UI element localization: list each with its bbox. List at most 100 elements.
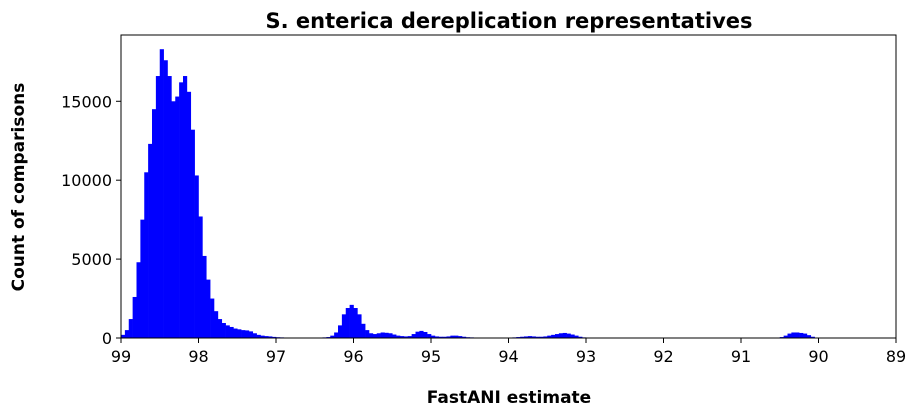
histogram-bar: [454, 335, 459, 338]
histogram-bar: [338, 325, 343, 338]
histogram-bar: [256, 334, 261, 338]
histogram-bar: [241, 330, 246, 338]
histogram-bar: [330, 335, 335, 338]
histogram-bar: [194, 175, 199, 338]
histogram-bar: [400, 336, 405, 338]
histogram-bar: [128, 319, 133, 338]
histogram-bar: [237, 329, 242, 338]
histogram-bar: [535, 336, 540, 338]
histogram-bar: [574, 335, 579, 338]
histogram-bar: [527, 336, 533, 338]
histogram-bar: [403, 336, 409, 338]
histogram-bar: [396, 335, 401, 338]
y-axis-ticks: 0 5000 10000 15000: [61, 92, 121, 348]
histogram-bar: [450, 335, 455, 338]
x-tick-label: 91: [731, 347, 751, 366]
histogram-bar: [419, 330, 424, 338]
histogram-bar: [531, 336, 536, 338]
histogram-bar: [163, 60, 168, 338]
histogram-bar: [152, 109, 157, 338]
histogram-bar: [795, 332, 800, 338]
histogram-bar: [334, 332, 339, 338]
bars-group: [121, 49, 819, 338]
histogram-bar: [423, 332, 428, 338]
histogram-bar: [558, 333, 564, 338]
histogram-bar: [202, 255, 207, 338]
histogram-bar: [791, 332, 796, 338]
histogram-bar: [438, 336, 443, 338]
histogram-bar: [431, 335, 436, 338]
histogram-bar: [462, 336, 467, 338]
histogram-bar: [369, 333, 374, 338]
y-tick-label: 5000: [71, 250, 112, 269]
histogram-bar: [190, 129, 195, 338]
histogram-bar: [155, 76, 161, 338]
histogram-bar: [361, 323, 366, 338]
x-tick-label: 92: [653, 347, 673, 366]
histogram-bar: [183, 76, 188, 338]
histogram-bar: [799, 332, 804, 338]
x-axis-ticks: 99 98 97 96 95 94 93 92 91 90 89: [111, 338, 906, 366]
histogram-bar: [264, 336, 269, 338]
x-tick-label: 96: [343, 347, 363, 366]
histogram-bar: [427, 334, 432, 338]
histogram-bar: [272, 336, 277, 338]
histogram-bar: [388, 333, 393, 338]
histogram-bar: [268, 336, 273, 338]
histogram-bar: [803, 333, 808, 338]
histogram-bar: [260, 335, 265, 338]
histogram-bar: [570, 334, 575, 338]
histogram-bar: [407, 336, 412, 338]
histogram-bar: [233, 328, 238, 338]
x-tick-label: 95: [421, 347, 441, 366]
histogram-bar: [221, 323, 226, 338]
histogram-bar: [365, 330, 370, 338]
histogram-bar: [198, 216, 203, 338]
histogram-bar: [547, 335, 552, 338]
histogram-bar: [136, 262, 141, 338]
histogram-bar: [384, 332, 389, 338]
histogram-bar: [124, 330, 130, 338]
histogram-bar: [543, 336, 548, 338]
histogram-bar: [357, 314, 362, 338]
histogram-bar: [214, 311, 219, 338]
histogram-bar: [520, 336, 525, 338]
histogram-bar: [341, 314, 347, 338]
histogram-bar: [787, 333, 792, 338]
x-tick-label: 98: [188, 347, 208, 366]
x-tick-label: 93: [576, 347, 596, 366]
histogram-bar: [372, 334, 378, 338]
histogram-bar: [442, 336, 447, 338]
chart-title: S. enterica dereplication representative…: [265, 9, 752, 33]
histogram-bar: [171, 101, 176, 338]
y-tick-label: 15000: [61, 92, 112, 111]
x-tick-label: 90: [808, 347, 828, 366]
histogram-bar: [353, 308, 358, 338]
histogram-bar: [206, 279, 211, 338]
histogram-bar: [810, 336, 815, 338]
histogram-bar: [159, 49, 164, 338]
histogram-bar: [539, 336, 544, 338]
x-tick-label: 97: [266, 347, 286, 366]
histogram-bar: [411, 334, 416, 338]
histogram-bar: [380, 332, 385, 338]
histogram-bar: [562, 332, 567, 338]
histogram-bar: [179, 82, 184, 338]
histogram-bar: [376, 333, 381, 338]
histogram-bar: [252, 333, 257, 338]
plot-frame: [120, 34, 897, 339]
histogram-bar: [446, 336, 451, 338]
x-tick-label: 94: [498, 347, 518, 366]
y-tick-label: 10000: [61, 171, 112, 190]
y-axis-label: Count of comparisons: [9, 83, 29, 292]
histogram-bar: [245, 330, 250, 338]
histogram-bar: [566, 333, 571, 338]
histogram-bar: [434, 336, 440, 338]
histogram-bar: [349, 304, 354, 338]
histogram-bar: [345, 308, 350, 338]
histogram-bar: [144, 172, 149, 338]
histogram-bar: [578, 336, 583, 338]
histogram-bar: [121, 334, 126, 338]
histogram-bar: [551, 334, 556, 338]
histogram-bar: [210, 298, 215, 338]
